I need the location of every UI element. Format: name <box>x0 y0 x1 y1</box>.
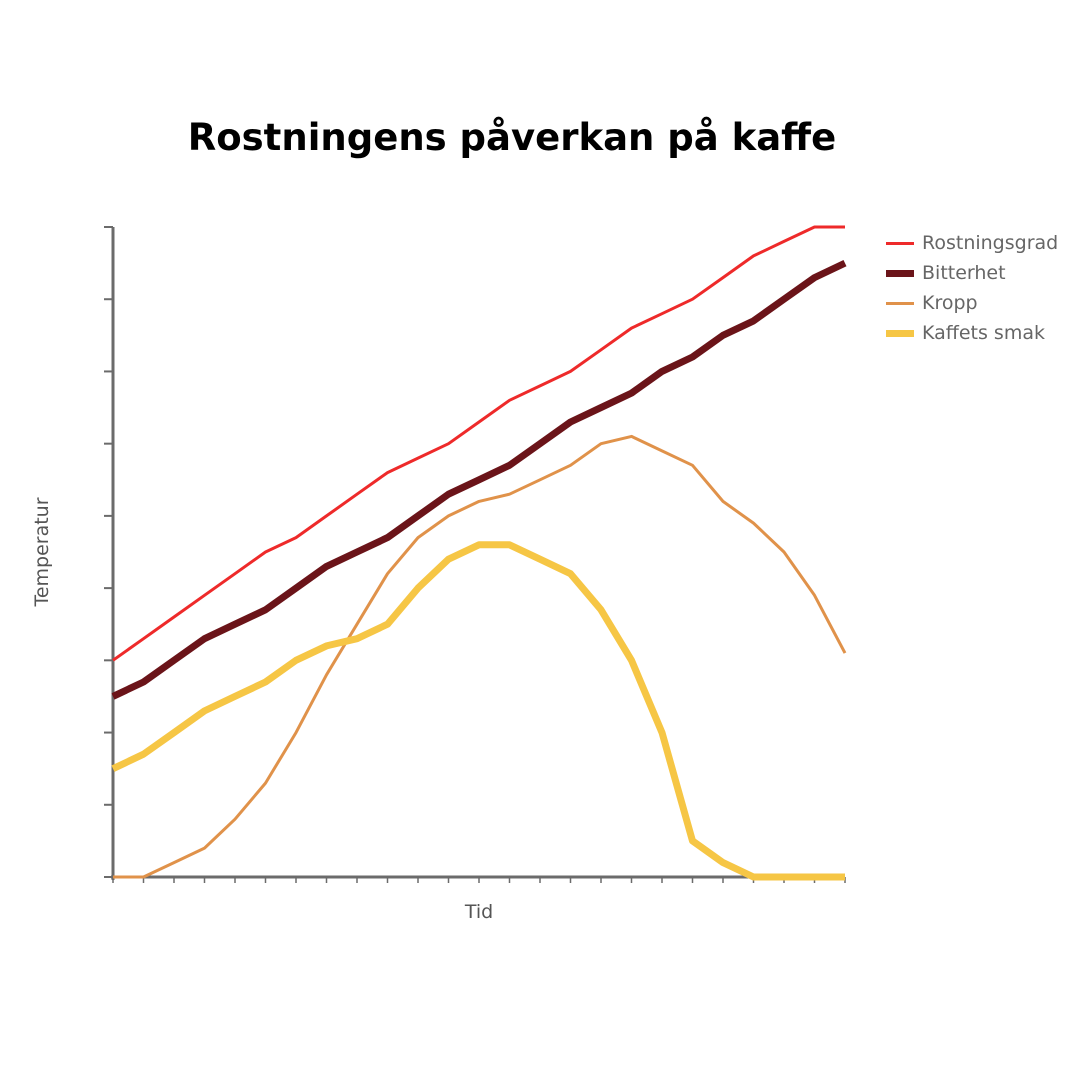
legend-swatch-bitterhet <box>886 269 914 277</box>
legend-item-kropp: Kropp <box>886 288 1058 318</box>
legend-label: Kaffets smak <box>922 322 1045 344</box>
y-axis-label: Temperatur <box>31 497 53 607</box>
legend-label: Kropp <box>922 292 978 314</box>
legend-item-kaffets-smak: Kaffets smak <box>886 318 1058 348</box>
series-line-bitterhet <box>111 259 847 700</box>
legend-label: Rostningsgrad <box>922 232 1059 254</box>
chart-title: Rostningens påverkan på kaffe <box>187 116 837 159</box>
legend-item-rostningsgrad: Rostningsgrad <box>886 228 1058 258</box>
legend-swatch-rostningsgrad <box>886 241 914 245</box>
series-line-kaffets-smak <box>111 541 845 881</box>
axes <box>104 226 846 883</box>
chart-legend: Rostningsgrad Bitterhet Kropp Kaffets sm… <box>886 228 1058 348</box>
legend-item-bitterhet: Bitterhet <box>886 258 1058 288</box>
series-layer <box>111 225 847 881</box>
series-line-rostningsgrad <box>112 225 845 662</box>
x-axis-label: Tid <box>464 901 493 923</box>
legend-swatch-kropp <box>886 301 914 305</box>
legend-swatch-kaffets-smak <box>886 329 914 337</box>
legend-label: Bitterhet <box>922 262 1006 284</box>
series-line-kropp <box>113 434 847 879</box>
